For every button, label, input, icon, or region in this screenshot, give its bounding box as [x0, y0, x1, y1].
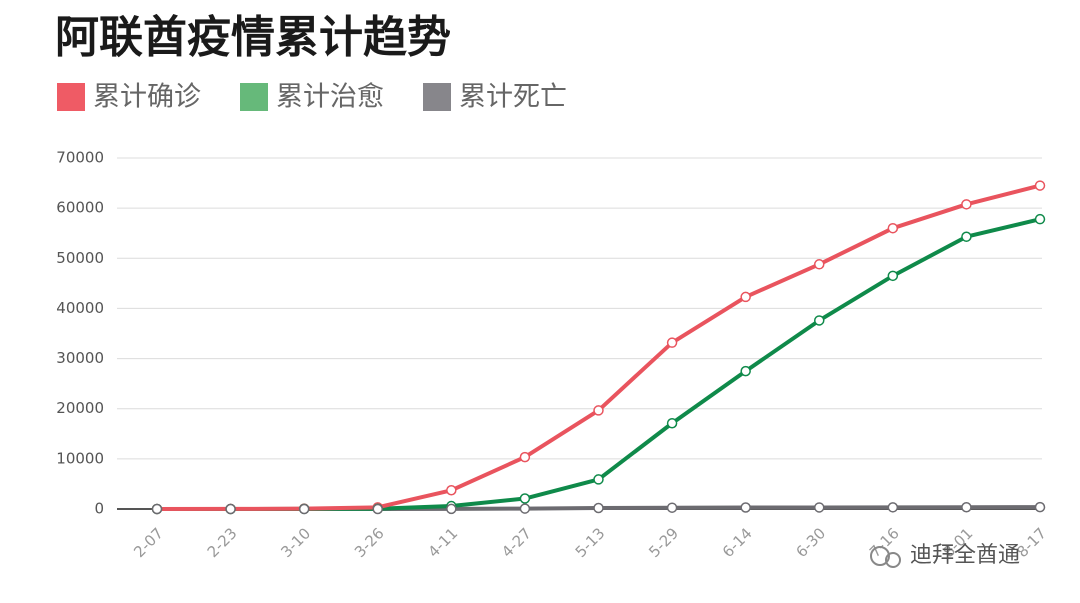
watermark-icon: [870, 546, 890, 566]
y-tick-label: 40000: [56, 299, 104, 317]
point: [593, 474, 604, 485]
y-tick-label: 0: [94, 500, 104, 518]
point: [887, 270, 899, 282]
point: [961, 501, 972, 513]
point: [372, 503, 383, 515]
x-tick-label: 2-07: [130, 524, 167, 561]
point: [814, 259, 825, 270]
x-tick-label: 6-30: [792, 524, 829, 561]
point: [666, 418, 678, 429]
y-tick-label: 10000: [56, 449, 104, 467]
point: [298, 503, 310, 515]
legend: 累计确诊 累计治愈 累计死亡: [57, 82, 567, 113]
legend-label: 累计确诊: [93, 82, 201, 113]
point: [666, 502, 678, 513]
x-tick-label: 4-27: [498, 524, 535, 561]
x-tick-label: 6-14: [719, 524, 756, 561]
point: [887, 502, 899, 513]
x-tick-label: 2-23: [204, 524, 241, 561]
watermark: 迪拜全酋通: [870, 543, 1020, 568]
point: [1034, 501, 1046, 513]
point: [961, 231, 972, 242]
point: [225, 503, 236, 515]
point: [887, 222, 899, 234]
legend-swatch: [57, 83, 85, 111]
point: [961, 199, 972, 210]
point: [1034, 213, 1046, 225]
point: [593, 405, 604, 416]
series-line: [156, 183, 1041, 511]
x-tick-label: 3-10: [277, 524, 314, 561]
watermark-icon: [885, 552, 901, 568]
x-tick-label: 4-11: [425, 524, 462, 561]
series-line: [156, 217, 1041, 511]
legend-swatch: [423, 83, 451, 111]
point: [740, 291, 751, 303]
point: [740, 365, 751, 377]
x-tick-label: 5-29: [645, 524, 682, 561]
point: [151, 503, 163, 515]
point: [446, 503, 457, 515]
point: [519, 503, 531, 514]
y-tick-label: 20000: [56, 399, 104, 417]
point: [814, 502, 825, 513]
point: [593, 502, 604, 514]
y-tick-label: 30000: [56, 349, 104, 367]
plot: 0 10000 20000 30000 40000 50000 60000 70000 2-07…: [56, 149, 1050, 562]
point: [1034, 180, 1046, 191]
point: [666, 337, 678, 348]
y-tick-label: 60000: [56, 199, 104, 217]
point: [814, 315, 825, 326]
x-tick-label: 3-26: [351, 524, 388, 561]
y-tick-label: 50000: [56, 249, 104, 267]
point: [519, 451, 531, 463]
point: [519, 493, 531, 504]
watermark-text: 迪拜全酋通: [910, 543, 1020, 568]
legend-swatch: [240, 83, 268, 111]
y-tick-label: 70000: [56, 149, 104, 167]
point: [740, 502, 751, 513]
x-tick-label: 5-13: [572, 524, 609, 561]
point: [446, 485, 457, 496]
chart-title: 阿联酋疫情累计趋势: [55, 12, 451, 63]
legend-label: 累计治愈: [276, 82, 384, 113]
legend-label: 累计死亡: [459, 82, 567, 113]
